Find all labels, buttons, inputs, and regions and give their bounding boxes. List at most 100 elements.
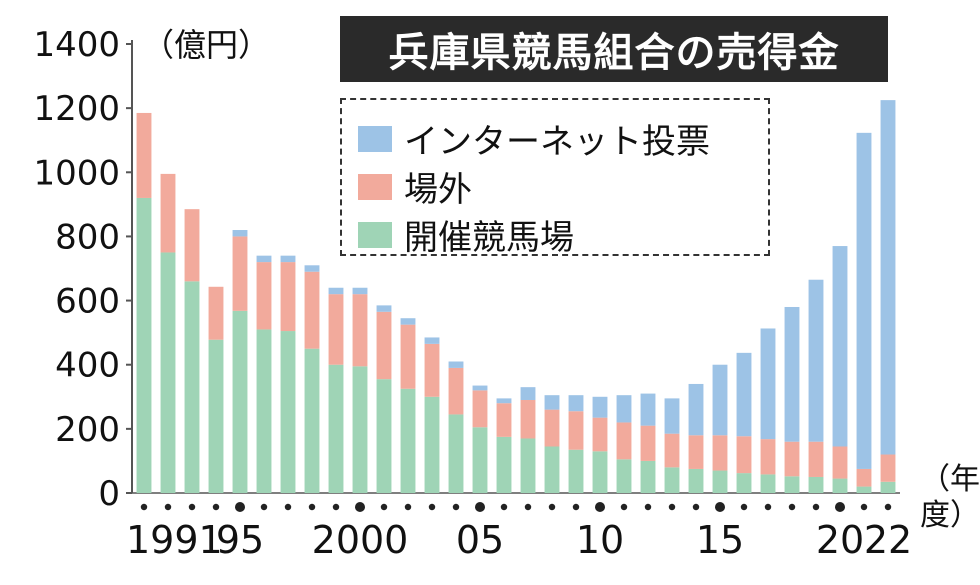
y-tick-label: 200 (55, 410, 120, 450)
bar-segment-offsite (328, 294, 344, 365)
bar-segment-offsite (640, 425, 656, 461)
bar-segment-onsite (400, 388, 416, 493)
bar-segment-offsite (760, 439, 776, 475)
axis-group: 0 200 400 600 800 1000 1200 1400 (33, 25, 900, 514)
y-tick-label: 1000 (33, 153, 120, 193)
bar-segment-internet (448, 361, 464, 368)
x-tick-label: 22 (864, 518, 912, 562)
bar-segment-onsite (568, 449, 584, 493)
y-tick-label: 600 (55, 282, 120, 322)
x-tick-dot (404, 503, 412, 511)
bar-segment-offsite (448, 367, 464, 415)
bar-segment-internet (880, 100, 896, 455)
bar-segment-onsite (304, 348, 320, 493)
x-tick-dot (332, 503, 340, 511)
x-tick-dot (644, 503, 652, 511)
y-tick-label: 0 (98, 474, 120, 514)
x-tick-dot (860, 503, 868, 511)
y-tick-label: 1400 (33, 25, 120, 65)
bar-segment-onsite (136, 197, 152, 493)
bar-segment-offsite (424, 343, 440, 397)
x-tick-dot (572, 503, 580, 511)
x-tick-dot (235, 502, 245, 512)
y-axis-unit-label: （億円） (142, 26, 271, 64)
bar-segment-internet (736, 352, 752, 437)
bar-segment-onsite (784, 476, 800, 493)
chart-title: 兵庫県競馬組合の売得金 (340, 16, 888, 82)
x-axis-unit-label: （年度） (920, 462, 980, 533)
x-tick-dot (428, 503, 436, 511)
bar-segment-internet (568, 395, 584, 412)
bar-segment-internet (688, 383, 704, 436)
legend-swatch-internet (358, 125, 392, 152)
bar-segment-internet (616, 395, 632, 423)
bar-segment-onsite (424, 396, 440, 493)
x-tick-dot (740, 503, 748, 511)
legend-item-internet: インターネット投票 (358, 114, 710, 163)
x-tick-dot (812, 503, 820, 511)
bar-segment-internet (520, 387, 536, 400)
bar-segment-offsite (352, 294, 368, 367)
bar-segment-internet (256, 255, 272, 263)
x-tick-dot (620, 503, 628, 511)
x-tick-dot (692, 503, 700, 511)
bar-segment-offsite (544, 409, 560, 447)
bar-segment-onsite (352, 366, 368, 493)
bar-segment-onsite (184, 281, 200, 493)
bar-segment-offsite (232, 236, 248, 311)
bar-segment-onsite (208, 339, 224, 493)
bar-segment-offsite (472, 390, 488, 428)
bar-segment-onsite (712, 470, 728, 493)
bar-segment-offsite (592, 417, 608, 452)
x-tick-dot (715, 502, 725, 512)
legend-label-onsite: 開催競馬場 (404, 218, 574, 258)
x-tick-dot (475, 502, 485, 512)
bar-segment-onsite (760, 474, 776, 493)
bar-segment-internet (496, 398, 512, 404)
bar-segment-internet (328, 287, 344, 295)
bar-segment-onsite (376, 379, 392, 493)
x-tick-dot (308, 503, 316, 511)
x-tick-dot (284, 503, 292, 511)
bar-segment-onsite (232, 310, 248, 493)
x-tick-label: 95 (216, 518, 264, 562)
bar-segment-offsite (400, 324, 416, 389)
bar-segment-onsite (664, 467, 680, 493)
bar-segment-internet (808, 279, 824, 442)
x-tick-label: 2000 (312, 518, 409, 562)
x-tick-dot (188, 503, 196, 511)
chart-title-text: 兵庫県競馬組合の売得金 (388, 30, 840, 76)
bar-segment-onsite (256, 329, 272, 493)
bar-segment-onsite (280, 331, 296, 493)
bar-segment-internet (760, 328, 776, 440)
bar-segment-onsite (736, 473, 752, 493)
bar-segment-onsite (472, 427, 488, 493)
bar-segment-offsite (136, 112, 152, 198)
x-tick-dot (452, 503, 460, 511)
bar-segment-internet (856, 132, 872, 469)
x-tick-dot (548, 503, 556, 511)
bar-segment-onsite (592, 451, 608, 493)
x-tick-dot (764, 503, 772, 511)
x-tick-label: 20 (816, 518, 864, 562)
legend-item-offsite: 場外 (358, 162, 472, 211)
bar-segment-internet (784, 306, 800, 442)
bar-segment-offsite (856, 468, 872, 487)
bar-segment-offsite (568, 411, 584, 450)
x-tick-dot (524, 503, 532, 511)
legend: インターネット投票 場外 開催競馬場 (340, 98, 770, 258)
x-tick-label: 1991 (126, 518, 223, 562)
bar-segment-onsite (688, 468, 704, 493)
bar-segment-internet (544, 395, 560, 410)
bar-segment-onsite (520, 438, 536, 493)
bar-segment-onsite (832, 478, 848, 493)
x-tick-dot (595, 502, 605, 512)
x-tick-label: 10 (576, 518, 624, 562)
bar-segment-internet (664, 398, 680, 434)
bar-segment-offsite (184, 209, 200, 282)
x-tick-dot (260, 503, 268, 511)
bar-segment-internet (400, 318, 416, 325)
bar-segment-internet (472, 385, 488, 391)
